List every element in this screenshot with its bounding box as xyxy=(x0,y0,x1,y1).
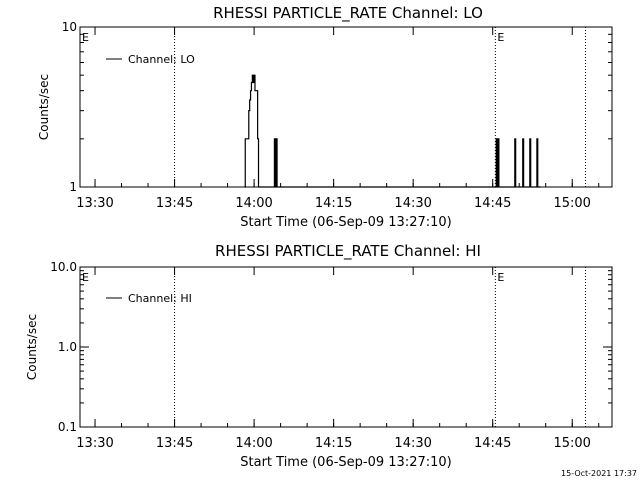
x-tick-label-hi-6: 15:00 xyxy=(553,436,590,451)
x-tick-label-hi-0: 13:30 xyxy=(76,436,113,451)
plot-timestamp: 15-Oct-2021 17:37 xyxy=(561,469,637,478)
x-tick-label-lo-4: 14:30 xyxy=(394,196,431,211)
x-tick-label-lo-1: 13:45 xyxy=(156,196,193,211)
y-tick-label-lo-10: 10 xyxy=(62,20,77,34)
y-tick-label-hi-0-1: 0.1 xyxy=(58,420,77,434)
y-axis-label-lo: Counts/sec xyxy=(37,74,51,140)
x-tick-label-lo-0: 13:30 xyxy=(76,196,113,211)
event-marker-lo-0: E xyxy=(82,31,89,44)
x-tick-label-lo-2: 14:00 xyxy=(235,196,272,211)
event-marker-hi-0: E xyxy=(82,271,89,284)
event-marker-hi-1: E xyxy=(497,271,504,284)
x-tick-label-lo-6: 15:00 xyxy=(553,196,590,211)
chart-title-lo: RHESSI PARTICLE_RATE Channel: LO xyxy=(213,4,483,23)
panel-lo: RHESSI PARTICLE_RATE Channel: LO Counts/… xyxy=(37,4,613,230)
event-marker-lo-1: E xyxy=(497,31,504,44)
y-tick-label-hi-1: 1.0 xyxy=(58,340,77,354)
y-tick-labels-lo: 10 1 xyxy=(62,20,77,194)
x-axis-label-hi: Start Time (06-Sep-09 13:27:10) xyxy=(240,455,451,470)
x-tick-label-lo-5: 14:45 xyxy=(474,196,511,211)
x-tick-label-hi-2: 14:00 xyxy=(235,436,272,451)
x-tick-label-hi-3: 14:15 xyxy=(315,436,352,451)
legend-label-lo: Channel: LO xyxy=(128,53,195,66)
legend-label-hi: Channel: HI xyxy=(128,292,192,305)
x-tick-label-hi-5: 14:45 xyxy=(474,436,511,451)
chart-title-hi: RHESSI PARTICLE_RATE Channel: HI xyxy=(215,242,481,261)
x-tick-label-lo-3: 14:15 xyxy=(315,196,352,211)
series-line-lo-0 xyxy=(244,74,541,188)
x-axis-label-lo: Start Time (06-Sep-09 13:27:10) xyxy=(240,215,451,230)
y-axis-label-hi: Counts/sec xyxy=(25,314,39,380)
x-tick-label-hi-4: 14:30 xyxy=(394,436,431,451)
y-tick-labels-hi: 10.0 1.0 0.1 xyxy=(50,260,77,434)
x-tick-label-hi-1: 13:45 xyxy=(156,436,193,451)
y-tick-label-hi-10: 10.0 xyxy=(50,260,77,274)
y-tick-label-lo-1: 1 xyxy=(69,180,77,194)
panel-hi: RHESSI PARTICLE_RATE Channel: HI Counts/… xyxy=(25,242,613,470)
